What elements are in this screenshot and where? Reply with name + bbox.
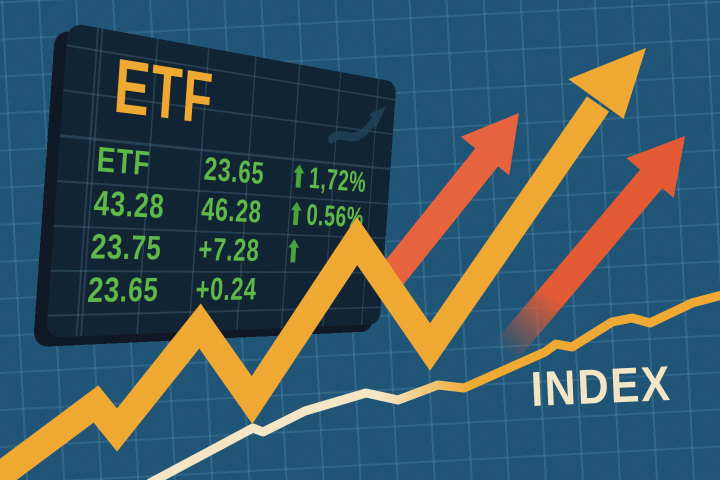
index-label: INDEX — [529, 356, 673, 417]
gold-zigzag-line — [0, 96, 610, 480]
